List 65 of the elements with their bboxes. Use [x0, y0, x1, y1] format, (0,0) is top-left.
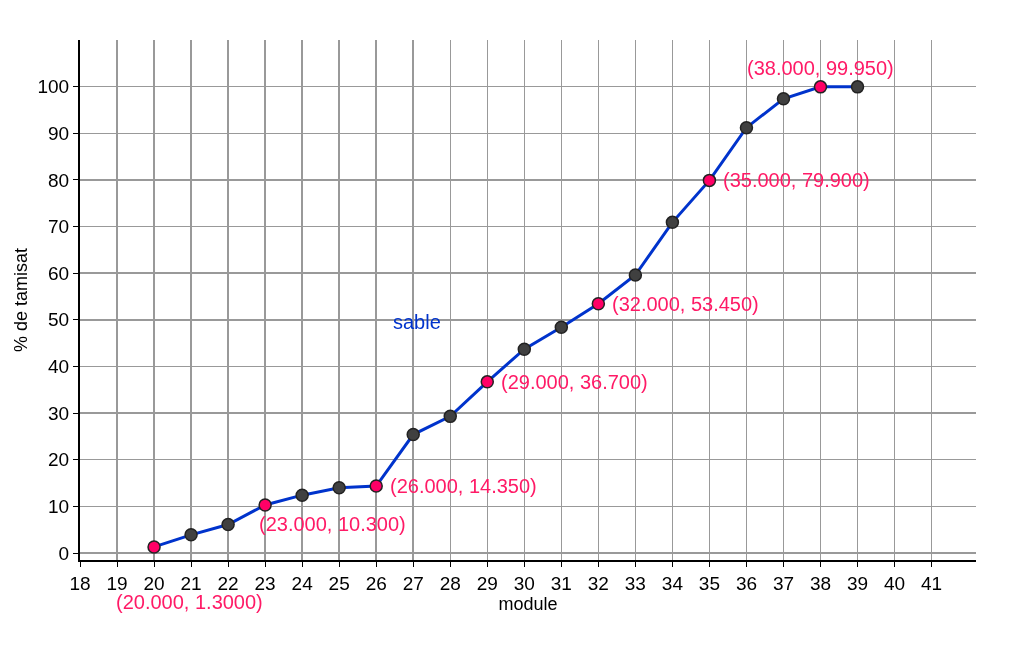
x-tick-label: 22: [217, 572, 239, 594]
x-tick-label: 37: [772, 572, 795, 594]
x-tick-label: 40: [883, 572, 906, 594]
point: [295, 488, 309, 502]
x-tick-label: 38: [809, 572, 832, 594]
x-tick-label: 20: [143, 572, 165, 594]
x-tick-label: 27: [402, 572, 424, 594]
point: [850, 80, 865, 94]
point: [665, 215, 680, 230]
point: [184, 528, 198, 542]
y-tick-label: 30: [48, 402, 70, 424]
y-tick-label: 90: [48, 122, 70, 144]
x-tick-label: 19: [106, 572, 128, 594]
x-tick-label: 34: [661, 572, 684, 594]
x-tick-label: 21: [180, 572, 202, 594]
annotation: (23.000, 10.300): [259, 513, 406, 535]
point: [147, 540, 161, 554]
x-tick-label: 26: [365, 572, 387, 594]
x-tick-label: 18: [69, 572, 91, 594]
y-tick-label: 50: [48, 309, 70, 331]
annotation: (38.000, 99.950): [747, 57, 894, 79]
point: [332, 480, 346, 495]
point: [369, 479, 383, 493]
x-tick-label: 33: [624, 572, 646, 594]
x-tick-label: 28: [439, 572, 461, 594]
x-axis-title: module: [498, 594, 558, 615]
annotation: (32.000, 53.450): [612, 293, 759, 315]
point: [443, 409, 457, 424]
point: [813, 80, 828, 94]
x-tick-label: 36: [735, 572, 758, 594]
point: [406, 427, 420, 442]
x-tick-label: 41: [921, 572, 943, 594]
x-tick-label: 25: [328, 572, 350, 594]
annotation: (20.000, 1.3000): [116, 591, 263, 613]
point: [628, 268, 643, 282]
x-tick-label: 31: [550, 572, 572, 594]
point: [554, 320, 569, 335]
point: [776, 92, 791, 106]
annotation: (29.000, 36.700): [501, 371, 648, 393]
x-tick-label: 29: [476, 572, 498, 594]
y-tick-label: 20: [48, 449, 70, 471]
point: [221, 517, 235, 532]
text: sable: [393, 311, 441, 333]
point: [258, 498, 272, 512]
point: [517, 342, 532, 356]
y-tick-label: 40: [48, 356, 70, 378]
y-tick-label: 100: [37, 76, 70, 98]
y-axis-title: % de tamisat: [11, 247, 32, 353]
y-tick-label: 0: [58, 542, 70, 564]
x-tick-label: 23: [254, 572, 276, 594]
x-tick-label: 32: [587, 572, 609, 594]
x-tick-label: 39: [846, 572, 869, 594]
point: [739, 120, 754, 135]
x-tick-label: 30: [513, 572, 535, 594]
point: [702, 173, 717, 188]
point: [480, 375, 495, 389]
y-tick-label: 10: [48, 496, 70, 518]
y-tick-label: 60: [48, 262, 70, 284]
y-tick-label: 80: [48, 169, 70, 191]
y-tick-label: 70: [48, 216, 70, 238]
x-tick-label: 35: [698, 572, 720, 594]
x-tick-label: 24: [291, 572, 314, 594]
annotation: (35.000, 79.900): [723, 169, 870, 191]
annotation: (26.000, 14.350): [390, 475, 537, 497]
point: [591, 296, 606, 311]
